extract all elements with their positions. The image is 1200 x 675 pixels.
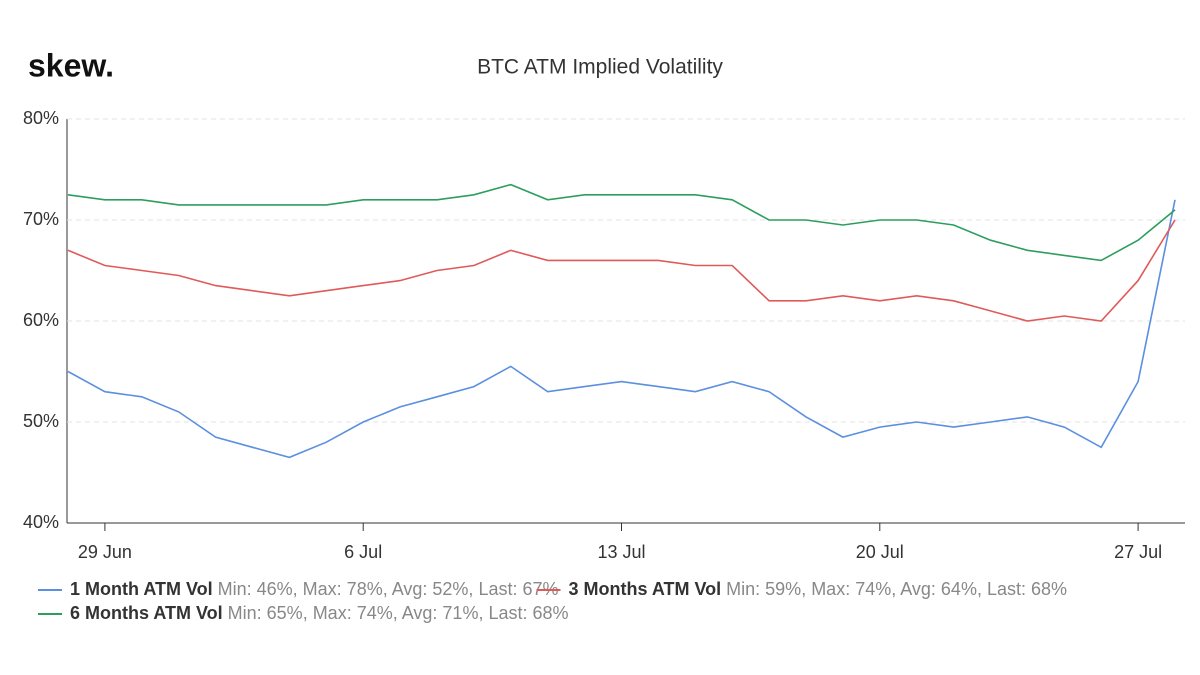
legend-name: 3 Months ATM Vol (569, 579, 722, 599)
brand-logo: skew. (28, 47, 114, 83)
x-tick-label: 13 Jul (597, 542, 645, 562)
legend-name: 1 Month ATM Vol (70, 579, 213, 599)
chart-title: BTC ATM Implied Volatility (477, 56, 723, 79)
series-line (67, 219, 1176, 322)
legend-stats: Min: 65%, Max: 74%, Avg: 71%, Last: 68% (228, 603, 569, 623)
x-tick-label: 6 Jul (344, 542, 382, 562)
x-tick-label: 29 Jun (78, 542, 132, 562)
x-tick-label: 27 Jul (1114, 542, 1162, 562)
legend-name: 6 Months ATM Vol (70, 603, 223, 623)
y-tick-label: 70% (23, 209, 59, 229)
y-tick-label: 50% (23, 411, 59, 431)
y-tick-label: 60% (23, 310, 59, 330)
series-line (67, 199, 1176, 459)
series-line (67, 183, 1176, 262)
y-tick-label: 80% (23, 108, 59, 128)
legend-stats: Min: 59%, Max: 74%, Avg: 64%, Last: 68% (726, 579, 1067, 599)
x-tick-label: 20 Jul (856, 542, 904, 562)
y-tick-label: 40% (23, 512, 59, 532)
legend-stats: Min: 46%, Max: 78%, Avg: 52%, Last: 67% (218, 579, 559, 599)
